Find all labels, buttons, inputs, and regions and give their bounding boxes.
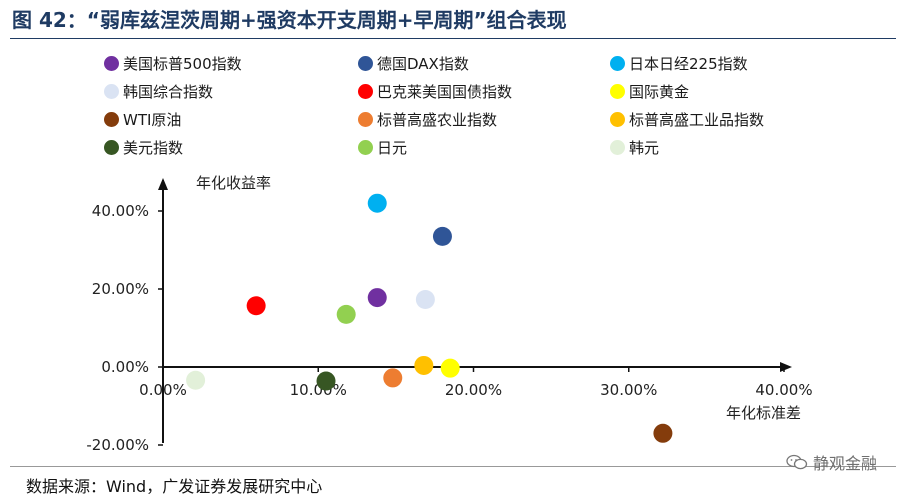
legend-marker (104, 139, 119, 155)
data-point (367, 288, 387, 308)
x-tick-label: 0.00% (139, 381, 187, 399)
legend-label: 日本日经225指数 (629, 54, 748, 73)
data-point (367, 193, 387, 213)
title-rule (10, 38, 896, 39)
x-tick-label: 20.00% (445, 381, 502, 399)
data-point (653, 423, 673, 443)
legend-label: 美元指数 (123, 138, 184, 157)
legend-item: 美元指数 (104, 136, 183, 158)
legend-item: 德国DAX指数 (358, 52, 469, 74)
legend-marker (610, 111, 625, 127)
legend-marker (104, 83, 119, 99)
legend-label: WTI原油 (123, 110, 182, 129)
source-note: 数据来源：Wind，广发证券发展研究中心 (26, 477, 323, 496)
legend-marker (610, 55, 625, 71)
data-point (186, 370, 206, 390)
legend-item: 标普高盛农业指数 (358, 108, 497, 130)
legend-marker (610, 139, 625, 155)
legend-item: 巴克莱美国国债指数 (358, 80, 512, 102)
legend-label: 标普高盛农业指数 (377, 110, 498, 129)
data-point (336, 304, 356, 324)
legend-label: 日元 (377, 138, 408, 157)
legend: 美国标普500指数 德国DAX指数 日本日经225指数韩国综合指数 巴克莱美国国债指数… (104, 52, 864, 168)
y-tick-label: -20.00% (86, 436, 149, 454)
data-point (414, 355, 434, 375)
legend-label: 巴克莱美国国债指数 (377, 82, 513, 101)
legend-marker (610, 83, 625, 99)
data-point (316, 371, 336, 391)
legend-label: 美国标普500指数 (123, 54, 242, 73)
legend-item: 日元 (358, 136, 407, 158)
legend-item: 标普高盛工业品指数 (610, 108, 764, 130)
data-point (383, 368, 403, 388)
data-point (415, 290, 435, 310)
x-tick-label: 30.00% (600, 381, 657, 399)
legend-item: 韩国综合指数 (104, 80, 213, 102)
legend-marker (358, 83, 373, 99)
legend-marker (104, 55, 119, 71)
legend-item: WTI原油 (104, 108, 181, 130)
x-axis-arrow (780, 362, 792, 372)
y-tick-label: 20.00% (92, 280, 149, 298)
legend-marker (358, 139, 373, 155)
legend-label: 标普高盛工业品指数 (629, 110, 765, 129)
legend-item: 日本日经225指数 (610, 52, 748, 74)
watermark-text: 静观金融 (813, 454, 878, 473)
figure-title: 图 42：“弱库兹涅茨周期+强资本开支周期+早周期”组合表现 (12, 8, 567, 32)
legend-item: 美国标普500指数 (104, 52, 242, 74)
footer-rule (10, 466, 896, 467)
y-axis-arrow (158, 178, 168, 190)
data-point (440, 358, 460, 378)
legend-label: 德国DAX指数 (377, 54, 469, 73)
y-tick-label: 0.00% (101, 358, 149, 376)
legend-marker (358, 55, 373, 71)
legend-marker (104, 111, 119, 127)
legend-item: 国际黄金 (610, 80, 689, 102)
data-point (246, 296, 266, 316)
legend-label: 国际黄金 (629, 82, 690, 101)
y-axis-label: 年化收益率 (196, 174, 271, 192)
data-point (432, 226, 452, 246)
y-tick-label: 40.00% (92, 202, 149, 220)
x-tick-label: 40.00% (755, 381, 812, 399)
legend-marker (358, 111, 373, 127)
watermark: 静观金融 (786, 450, 877, 474)
legend-label: 韩元 (629, 138, 660, 157)
wechat-icon (786, 454, 808, 470)
legend-label: 韩国综合指数 (123, 82, 214, 101)
x-axis-label: 年化标准差 (726, 404, 801, 422)
legend-item: 韩元 (610, 136, 659, 158)
